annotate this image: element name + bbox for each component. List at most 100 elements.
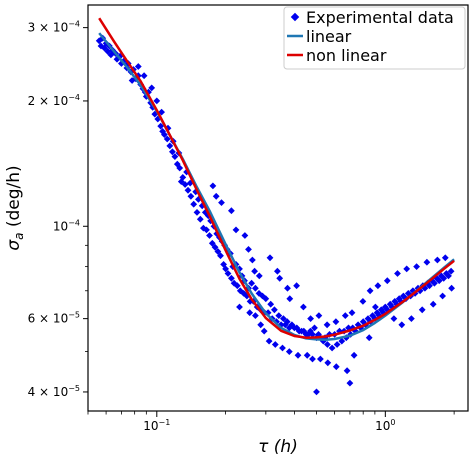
data-point (435, 277, 443, 285)
data-point (279, 344, 286, 352)
data-point (365, 334, 373, 342)
data-point (280, 315, 287, 322)
data-point (193, 209, 201, 216)
data-point (224, 270, 232, 277)
data-point (214, 248, 222, 255)
plot-frame (87, 4, 469, 412)
x-tick-label: 10−1 (143, 418, 170, 433)
data-point (255, 272, 263, 280)
data-point (372, 303, 379, 311)
data-point (271, 341, 279, 348)
data-point (232, 226, 240, 234)
data-point (434, 256, 441, 264)
data-point (211, 243, 219, 251)
data-point (333, 341, 341, 348)
data-point (265, 337, 273, 345)
data-point (293, 324, 301, 332)
data-point (171, 153, 179, 160)
data-point (228, 207, 235, 215)
data-point (176, 164, 184, 172)
y-axis-label-sub: a (12, 233, 26, 240)
data-point (196, 215, 204, 223)
data-point (187, 192, 195, 200)
data-point (317, 355, 324, 363)
data-point (439, 292, 446, 300)
legend-label-experimental: Experimental data (306, 8, 454, 27)
data-point (341, 312, 349, 319)
data-point (275, 312, 283, 319)
data-point (283, 318, 291, 326)
data-point (300, 303, 307, 311)
y-tick-label: 4 × 10−5 (28, 384, 80, 399)
data-point (190, 200, 198, 208)
data-point (148, 84, 156, 92)
data-point (208, 239, 216, 247)
data-point (294, 351, 302, 359)
data-point (177, 178, 185, 185)
legend-label-nonlinear: non linear (306, 46, 387, 65)
data-point (328, 344, 336, 352)
data-point (161, 131, 168, 138)
series-layer (95, 17, 455, 396)
data-point (267, 300, 275, 308)
data-point (445, 272, 452, 280)
y-tick-label: 3 × 10−4 (28, 20, 80, 35)
data-point (222, 265, 229, 273)
data-point (394, 270, 401, 277)
data-point (218, 199, 225, 206)
data-point (313, 388, 320, 396)
data-point (408, 315, 415, 322)
data-point (441, 254, 449, 262)
data-point (315, 312, 323, 319)
legend: Experimental data linear non linear (283, 6, 466, 70)
y-axis-label-main: σ (4, 239, 24, 251)
y-tick-label: 2 × 10−4 (28, 93, 80, 108)
data-point (134, 63, 142, 70)
data-point (252, 312, 259, 319)
data-point (307, 315, 314, 322)
data-point (212, 192, 220, 200)
data-point (288, 321, 296, 329)
data-point (157, 122, 165, 130)
legend-marker-experimental (290, 12, 300, 22)
data-point (251, 267, 258, 275)
data-point (169, 148, 176, 156)
data-point (307, 327, 314, 335)
data-point (236, 303, 243, 311)
data-point (298, 327, 305, 335)
data-point (346, 379, 354, 387)
data-point (228, 274, 235, 282)
x-axis-label: τ (h) (258, 437, 298, 457)
data-point (285, 348, 293, 355)
data-point (128, 77, 136, 84)
data-point (338, 337, 346, 345)
x-tick-label: 100 (375, 418, 395, 433)
legend-label-linear: linear (306, 27, 352, 46)
data-point (241, 232, 249, 239)
data-point (153, 97, 161, 105)
data-point (398, 321, 406, 329)
legend-box (283, 6, 466, 70)
data-point (324, 341, 331, 348)
data-point (323, 321, 331, 329)
data-point (413, 263, 420, 270)
data-point (309, 355, 316, 363)
x-axis-label-text: τ (h) (258, 437, 298, 457)
data-point (302, 331, 310, 338)
y-tick-label: 10−4 (53, 218, 80, 233)
data-point (245, 246, 252, 253)
data-point (203, 226, 210, 234)
tick-layer: 10−1 100 4 × 10−5 6 × 10−5 10−4 2 × 10−4 3 × 1… (28, 20, 455, 433)
data-point (271, 306, 278, 314)
data-point (359, 298, 367, 305)
data-point (217, 252, 224, 260)
data-point (266, 254, 274, 262)
y-axis-label: σa (deg/h) (4, 165, 26, 250)
data-point (248, 279, 255, 287)
series-line-nonlinear (98, 17, 455, 339)
data-point (429, 300, 437, 308)
data-point (163, 135, 171, 143)
data-point (209, 182, 217, 190)
y-tick-label: 6 × 10−5 (28, 311, 80, 326)
